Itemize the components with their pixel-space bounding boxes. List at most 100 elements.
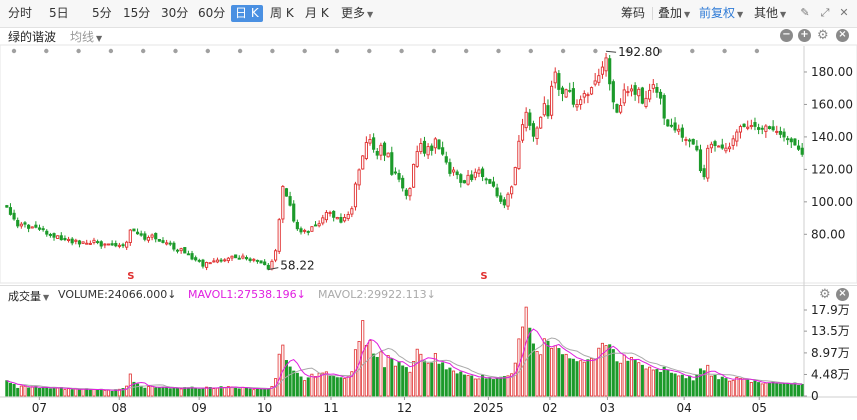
volume-bar-down	[659, 371, 663, 397]
candle-up	[604, 57, 608, 72]
mavol2-value: MAVOL2:29922.113↓	[318, 288, 436, 301]
adjustment-dropdown[interactable]: 前复权 ▼	[699, 5, 743, 22]
volume-bar-down	[778, 383, 782, 397]
volume-bar-down	[789, 384, 793, 397]
candle-up	[56, 235, 60, 239]
candle-down	[560, 87, 565, 95]
candle-down	[557, 73, 561, 90]
candle-down	[157, 239, 161, 242]
candle-down	[800, 147, 804, 155]
x-tick-label: 12	[397, 401, 412, 415]
x-tick-label: 09	[192, 401, 207, 415]
volume-bar-up	[270, 386, 274, 397]
period-tab-60min[interactable]: 60分	[198, 6, 226, 20]
candle-up	[204, 262, 209, 268]
volume-dropdown[interactable]: 成交量 ▼	[8, 288, 49, 304]
candle-up	[117, 244, 121, 247]
volume-bar-down	[157, 387, 161, 397]
close-icon[interactable]: ✕	[839, 6, 849, 19]
candle-up	[600, 66, 605, 75]
close-icon[interactable]: ×	[836, 288, 849, 301]
volume-bar-down	[488, 377, 492, 397]
volume-bar-down	[655, 369, 659, 397]
period-tab-30min[interactable]: 30分	[161, 6, 189, 20]
volume-bar-up	[579, 360, 583, 397]
candle-down	[767, 126, 772, 129]
candle-up	[212, 260, 216, 263]
period-more-dropdown[interactable]: 更多 ▼	[341, 5, 373, 22]
other-dropdown[interactable]: 其他 ▼	[754, 5, 786, 22]
volume-bar-down	[717, 379, 721, 397]
volume-bar-down	[266, 388, 270, 397]
volume-bar-down	[165, 386, 169, 397]
candle-up	[215, 259, 220, 263]
candle-up	[303, 229, 307, 232]
volume-bar-up	[619, 362, 623, 397]
volume-bar-down	[295, 372, 299, 397]
candle-up	[179, 248, 183, 252]
volume-bar-down	[720, 376, 724, 397]
event-dot-icon	[722, 48, 727, 54]
volume-bar-down	[306, 377, 310, 397]
period-tab-5min[interactable]: 5分	[92, 6, 112, 20]
volume-bar-up	[600, 342, 604, 397]
period-tab-daily-k[interactable]: 日 K	[231, 5, 263, 22]
close-icon[interactable]: ×	[836, 29, 849, 42]
candle-down	[37, 227, 42, 230]
volume-bar-up	[67, 388, 71, 397]
candle-down	[237, 257, 241, 260]
volume-bar-down	[666, 369, 670, 397]
overlay-dropdown[interactable]: 叠加 ▼	[658, 5, 690, 22]
gear-icon[interactable]: ⚙	[819, 287, 831, 302]
plus-circle-icon[interactable]: +	[798, 29, 811, 42]
volume-bar-up	[324, 371, 328, 397]
volume-bar-up	[535, 351, 539, 397]
period-tab-15min[interactable]: 15分	[123, 6, 151, 20]
volume-bar-down	[502, 376, 506, 397]
candle-up	[324, 212, 328, 221]
candle-down	[52, 233, 56, 238]
candle-down	[12, 212, 16, 220]
event-dot-icon	[173, 48, 178, 54]
volume-tick-label: 13.5万	[811, 324, 850, 338]
ma-dropdown[interactable]: 均线 ▼	[70, 28, 102, 45]
candle-down	[99, 241, 103, 247]
volume-bar-down	[219, 386, 223, 397]
volume-bar-down	[459, 371, 463, 397]
period-tab-monthly-k[interactable]: 月 K	[305, 6, 329, 20]
pen-icon[interactable]: ✎	[800, 6, 810, 19]
candle-up	[626, 91, 630, 94]
candle-down	[194, 257, 198, 261]
volume-bar-down	[168, 388, 172, 397]
volume-bar-up	[764, 382, 768, 397]
period-tab-5day[interactable]: 5日	[49, 6, 69, 20]
event-dot-icon	[690, 48, 695, 54]
candle-down	[284, 188, 289, 197]
candle-up	[579, 99, 583, 105]
candle-down	[266, 264, 270, 270]
volume-bar-down	[41, 386, 45, 397]
candle-down	[172, 242, 176, 250]
candle-down	[720, 144, 724, 149]
gear-icon[interactable]: ⚙	[817, 28, 829, 43]
volume-bar-down	[5, 380, 9, 397]
candle-up	[749, 125, 753, 128]
candle-up	[513, 167, 517, 186]
volume-bar-up	[179, 388, 183, 397]
volume-bar-down	[375, 356, 379, 397]
chevron-down-icon: ▼	[367, 10, 374, 19]
chevron-down-icon: ▼	[96, 34, 103, 43]
volume-bar-down	[397, 361, 401, 397]
volume-bar-down	[161, 386, 165, 397]
price-panel-frame	[0, 44, 857, 284]
chip-distribution-button[interactable]: 筹码	[621, 6, 646, 20]
minus-circle-icon[interactable]: −	[780, 29, 793, 42]
volume-bar-down	[800, 384, 804, 397]
period-tab-timeshare[interactable]: 分时	[8, 6, 33, 20]
volume-bar-up	[524, 306, 528, 397]
volume-bar-up	[277, 353, 281, 397]
volume-bar-up	[582, 361, 586, 397]
volume-bar-down	[633, 360, 637, 397]
expand-icon[interactable]: ⤢	[820, 6, 830, 19]
period-tab-weekly-k[interactable]: 周 K	[270, 6, 294, 20]
